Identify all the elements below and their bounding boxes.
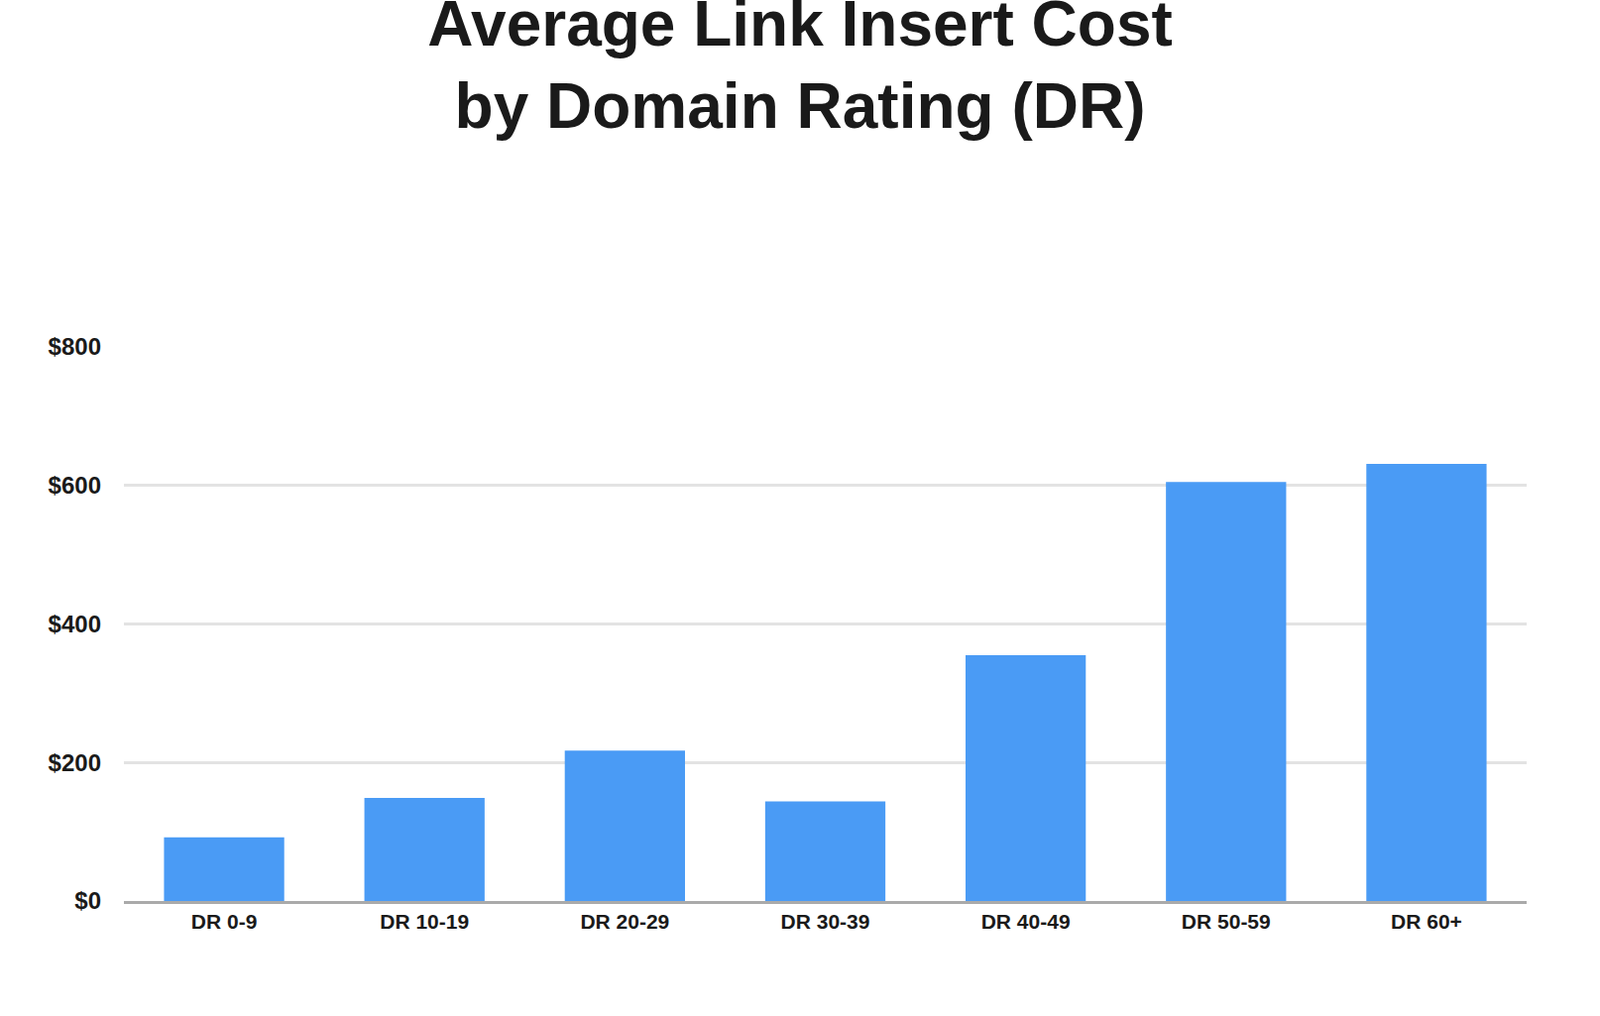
svg-text:$400: $400 xyxy=(48,610,102,638)
svg-text:DR 40-49: DR 40-49 xyxy=(981,910,1071,933)
svg-text:$800: $800 xyxy=(48,333,102,360)
svg-text:DR 60+: DR 60+ xyxy=(1390,910,1463,933)
svg-text:DR 50-59: DR 50-59 xyxy=(1181,910,1271,933)
svg-text:DR 30-39: DR 30-39 xyxy=(781,910,871,933)
svg-text:$0: $0 xyxy=(74,887,102,915)
svg-text:DR 20-29: DR 20-29 xyxy=(579,910,670,933)
svg-text:DR 10-19: DR 10-19 xyxy=(379,910,469,933)
svg-text:Average Link Insert Costby Dom: Average Link Insert Costby Domain Rating… xyxy=(427,0,1173,142)
svg-text:$600: $600 xyxy=(48,471,102,499)
svg-text:$200: $200 xyxy=(48,749,102,777)
svg-text:DR 0-9: DR 0-9 xyxy=(191,910,258,933)
